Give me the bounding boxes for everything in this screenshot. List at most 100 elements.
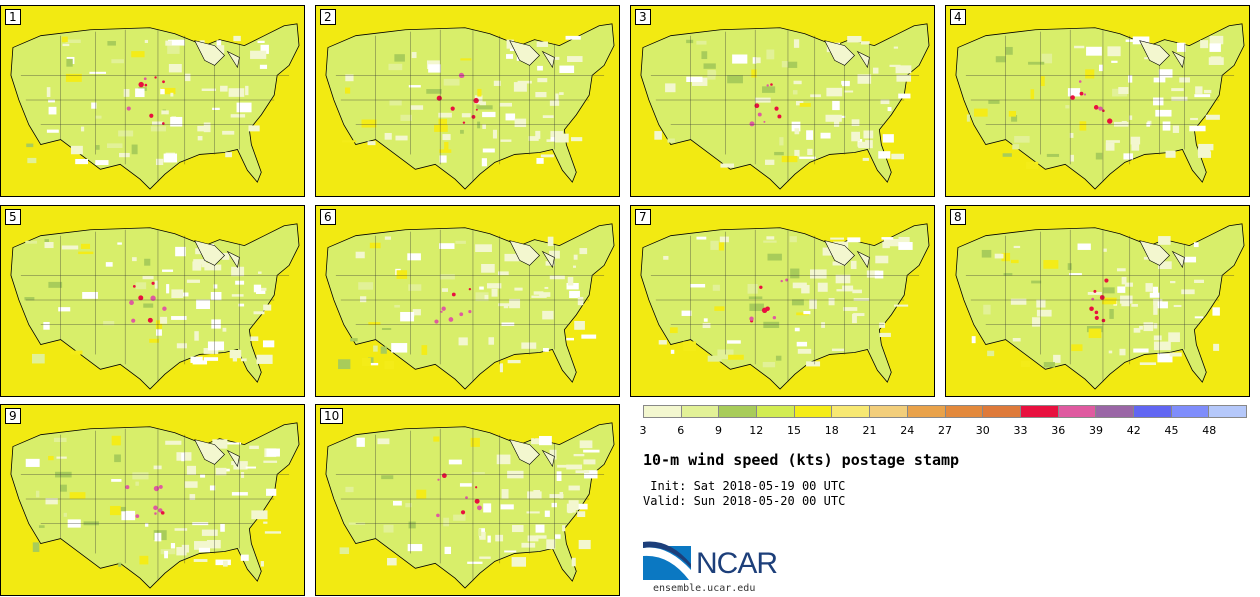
wind-cell xyxy=(994,253,1004,259)
wind-cell xyxy=(1133,328,1141,333)
wind-cell xyxy=(1212,307,1220,316)
wind-cell xyxy=(396,270,408,279)
wind-cell xyxy=(832,100,840,111)
wind-cell xyxy=(444,141,449,151)
wind-cell xyxy=(765,159,775,165)
wind-cell xyxy=(65,39,81,44)
great-lakes xyxy=(509,439,555,468)
member-number-label: 1 xyxy=(5,9,21,25)
wind-cell xyxy=(714,306,725,311)
wind-cell xyxy=(531,295,547,298)
wind-cell xyxy=(339,547,350,555)
wind-cell xyxy=(260,44,269,54)
wind-cell xyxy=(832,261,847,266)
wind-cell xyxy=(799,156,816,159)
wind-speed-map xyxy=(946,6,1249,196)
wind-cell xyxy=(443,78,460,86)
high-wind-spot xyxy=(1099,295,1105,300)
wind-cell xyxy=(171,316,187,320)
wind-cell xyxy=(45,498,58,505)
wind-cell xyxy=(70,145,83,155)
wind-cell xyxy=(160,549,176,555)
wind-speed-map xyxy=(631,6,934,196)
wind-cell xyxy=(144,258,151,266)
wind-cell xyxy=(48,281,63,288)
wind-cell xyxy=(873,67,879,74)
wind-cell xyxy=(1194,279,1204,283)
wind-cell xyxy=(1181,256,1197,263)
wind-cell xyxy=(238,303,245,307)
wind-cell xyxy=(132,257,137,262)
wind-cell xyxy=(80,243,91,249)
wind-cell xyxy=(426,89,442,94)
wind-cell xyxy=(1125,39,1136,42)
wind-cell xyxy=(412,309,421,316)
wind-cell xyxy=(1031,280,1042,284)
wind-cell xyxy=(537,65,543,71)
wind-cell xyxy=(132,472,149,480)
wind-cell xyxy=(536,535,547,539)
wind-cell xyxy=(89,71,107,74)
wind-cell xyxy=(222,253,230,260)
wind-cell xyxy=(1121,303,1130,307)
wind-cell xyxy=(467,561,483,564)
colorbar-swatch xyxy=(681,406,720,417)
colorbar-tick-label: 33 xyxy=(1013,424,1028,437)
wind-cell xyxy=(460,129,464,134)
high-wind-spot xyxy=(1078,80,1082,83)
high-wind-spot xyxy=(448,317,454,322)
wind-cell xyxy=(200,474,206,478)
wind-cell xyxy=(732,54,748,64)
wind-speed-map xyxy=(946,206,1249,396)
wind-cell xyxy=(719,236,729,243)
high-wind-spot xyxy=(1093,105,1099,110)
wind-cell xyxy=(139,555,149,565)
wind-cell xyxy=(843,307,858,311)
high-wind-spot xyxy=(154,512,157,515)
wind-cell xyxy=(448,459,462,465)
wind-cell xyxy=(161,110,169,115)
wind-cell xyxy=(497,271,509,276)
wind-cell xyxy=(820,132,831,139)
wind-cell xyxy=(1194,316,1204,319)
wind-cell xyxy=(822,247,832,256)
wind-cell xyxy=(1153,304,1158,315)
wind-cell xyxy=(1077,243,1091,250)
great-lakes xyxy=(824,40,870,69)
wind-cell xyxy=(696,40,707,45)
wind-cell xyxy=(895,65,912,74)
high-wind-spot xyxy=(150,295,156,301)
colorbar-swatch xyxy=(1096,406,1134,417)
wind-cell xyxy=(793,39,800,48)
high-wind-spot xyxy=(475,108,478,111)
colorbar-swatch xyxy=(1209,406,1246,417)
wind-cell xyxy=(474,95,483,105)
wind-cell xyxy=(483,503,492,513)
wind-cell xyxy=(535,524,545,533)
wind-cell xyxy=(201,263,212,268)
high-wind-spot xyxy=(450,106,455,111)
high-wind-spot xyxy=(162,80,165,84)
wind-cell xyxy=(75,158,89,165)
wind-cell xyxy=(555,93,559,104)
wind-cell xyxy=(400,311,415,322)
wind-cell xyxy=(898,242,913,250)
high-wind-spot xyxy=(153,505,158,511)
wind-cell xyxy=(250,50,267,59)
wind-cell xyxy=(1001,252,1011,262)
wind-cell xyxy=(727,75,743,84)
wind-cell xyxy=(1131,303,1138,307)
ensemble-member-panel: 8 xyxy=(945,205,1250,397)
wind-cell xyxy=(476,105,493,110)
wind-cell xyxy=(174,528,188,531)
wind-cell xyxy=(111,435,121,446)
wind-cell xyxy=(213,284,218,289)
wind-cell xyxy=(433,436,440,442)
wind-cell xyxy=(43,321,50,330)
wind-cell xyxy=(794,327,800,332)
wind-cell xyxy=(410,105,424,110)
colorbar-tick-label: 45 xyxy=(1164,424,1179,437)
wind-cell xyxy=(181,452,185,462)
high-wind-spot xyxy=(154,76,157,79)
wind-cell xyxy=(728,354,744,360)
